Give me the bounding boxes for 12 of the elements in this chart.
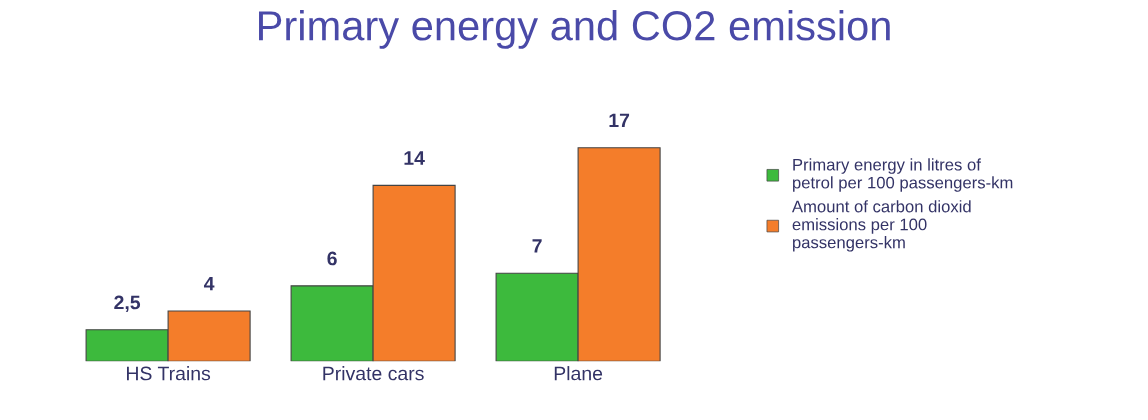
x-tick-label: Private cars [323, 366, 424, 381]
data-label: 14 [404, 151, 425, 165]
data-label: 4 [203, 276, 215, 291]
legend-label: Amount of carbon dioxid emissions per 100 passengers-km [791, 200, 971, 252]
data-label: 6 [327, 251, 337, 266]
x-tick-label: Plane [554, 366, 603, 381]
x-tick-label: HS Trains [127, 366, 211, 381]
data-label: 2,5 [114, 295, 141, 313]
legend-label: Primary energy in litres of petrol per 100 passengers-km [793, 158, 1013, 192]
data-label: 7 [532, 239, 542, 253]
chart-title: Primary energy and CO2 emission [259, 9, 890, 49]
data-label: 17 [609, 113, 630, 128]
